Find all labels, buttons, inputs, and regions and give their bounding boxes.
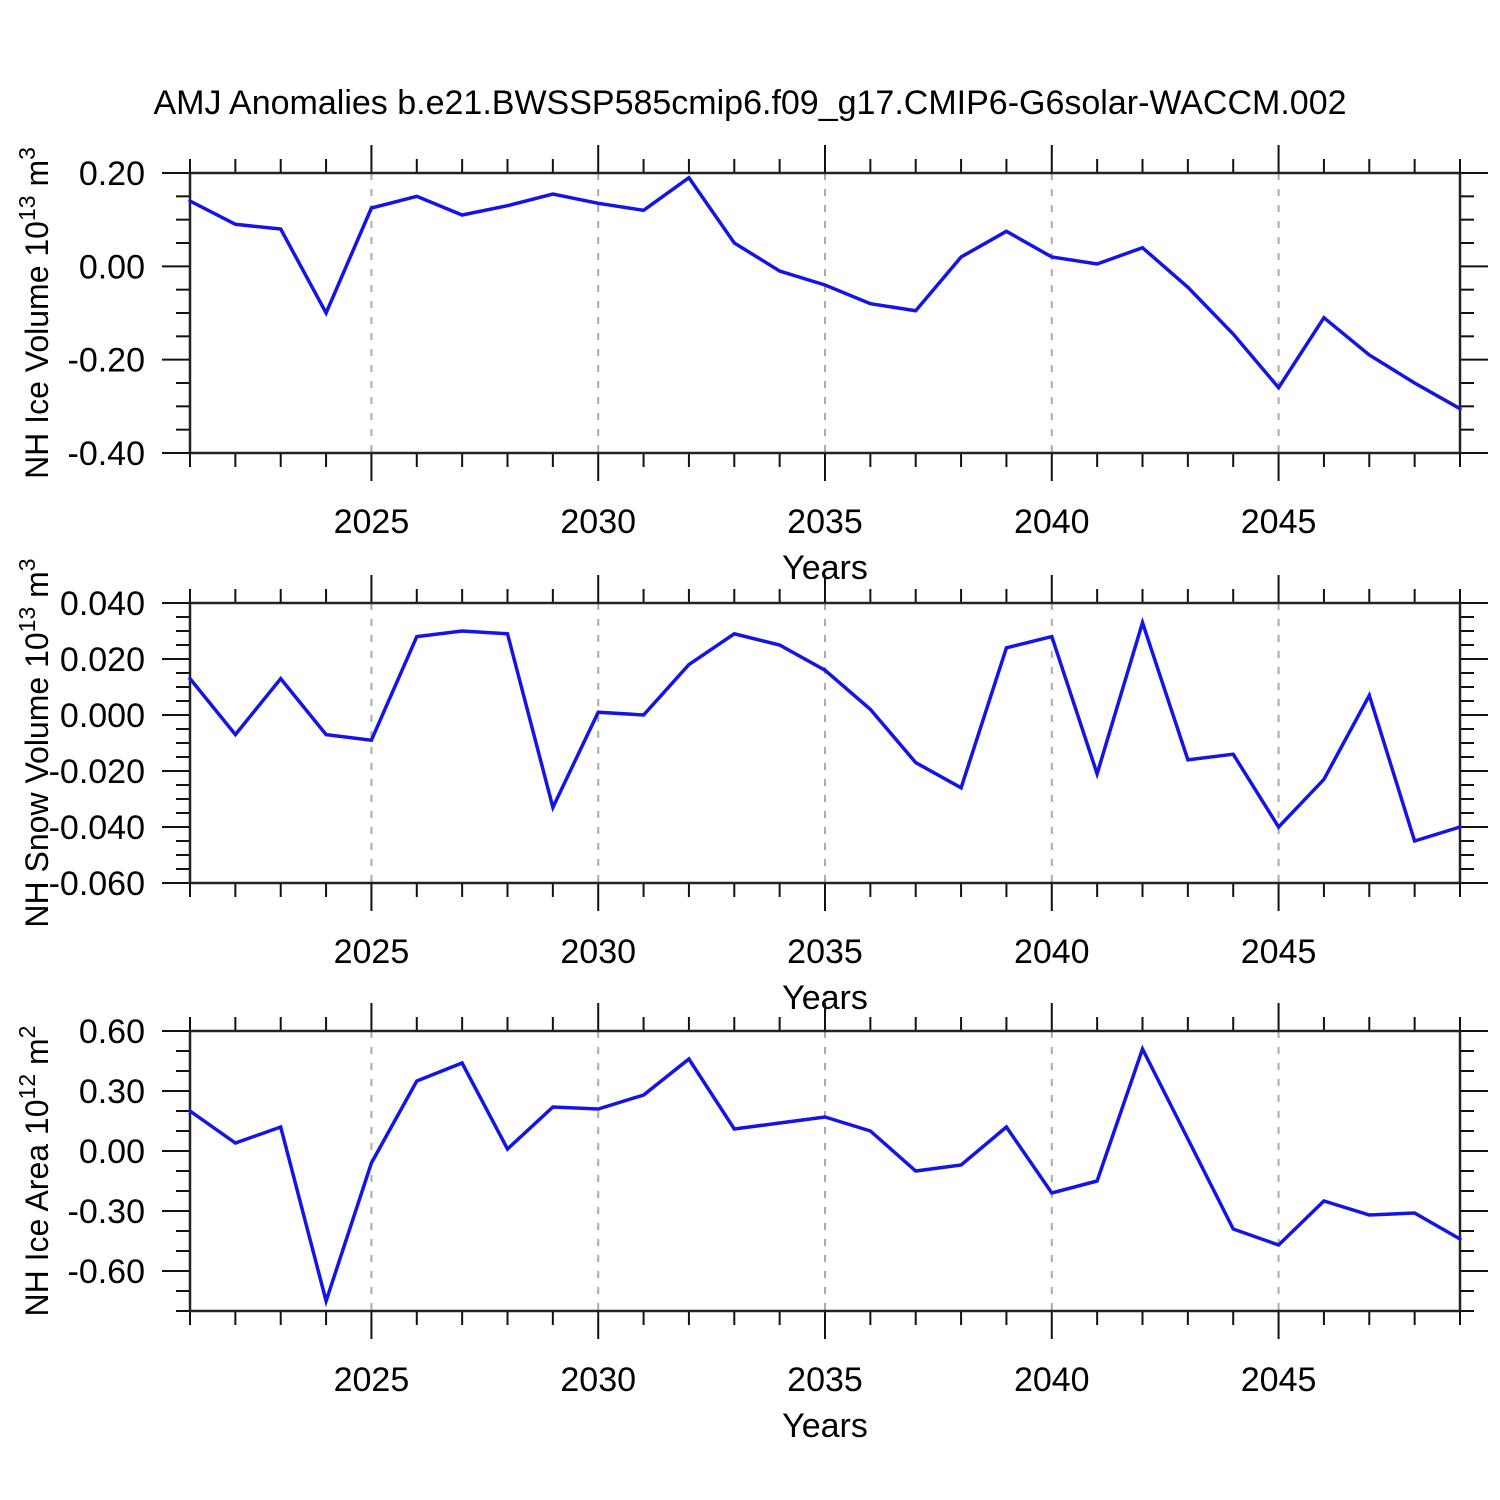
plot-frame: [188, 601, 1462, 885]
x-tick-label: 2035: [787, 1361, 863, 1399]
x-tick-label: 2040: [1014, 1361, 1090, 1399]
y-tick-label: 0.20: [79, 155, 145, 193]
x-tick-label: 2040: [1014, 503, 1090, 541]
x-tick-label: 2025: [334, 503, 410, 541]
x-tick-label: 2035: [787, 933, 863, 971]
x-tick-label: 2030: [560, 503, 636, 541]
y-tick-label: 0.60: [79, 1013, 145, 1051]
data-line-nh-ice-area: [188, 1044, 1462, 1308]
y-axis-title: NH Ice Volume 1013 m3: [14, 147, 55, 479]
y-tick-label: -0.40: [68, 435, 146, 473]
y-axis-title: NH Snow Volume 1013 m3: [14, 558, 55, 927]
y-tick-label: -0.30: [68, 1193, 146, 1231]
y-tick-label: 0.040: [60, 585, 145, 623]
plot-frame: [188, 1029, 1462, 1313]
data-line-nh-ice-volume: [188, 175, 1462, 411]
y-tick-label: 0.000: [60, 697, 145, 735]
x-tick-label: 2040: [1014, 933, 1090, 971]
x-tick-label: 2035: [787, 503, 863, 541]
x-tick-label: 2045: [1241, 503, 1317, 541]
figure-title: AMJ Anomalies b.e21.BWSSP585cmip6.f09_g1…: [153, 84, 1347, 122]
y-axis-title: NH Ice Area 1012 m2: [14, 1026, 55, 1317]
data-line-nh-snow-volume: [188, 616, 1462, 844]
x-tick-label: 2025: [334, 933, 410, 971]
y-tick-label: -0.20: [68, 342, 146, 380]
panel-nh-ice-area: 0.60 0.30 0.00 -0.30 -0.60 2025 2030 2035 2040 20…: [14, 1003, 1488, 1445]
plot-frame: [188, 171, 1462, 455]
x-tick-label: 2045: [1241, 1361, 1317, 1399]
panel-nh-snow-volume: 0.040 0.020 0.000 -0.020 -0.040 -0.060 2025 203…: [14, 558, 1488, 1017]
x-tick-label: 2030: [560, 1361, 636, 1399]
x-tick-label: 2025: [334, 1361, 410, 1399]
x-tick-label: 2030: [560, 933, 636, 971]
y-tick-label: -0.60: [68, 1253, 146, 1291]
y-tick-label: -0.020: [49, 753, 145, 791]
y-tick-label: 0.00: [79, 248, 145, 286]
y-tick-label: 0.30: [79, 1073, 145, 1111]
y-tick-label: 0.00: [79, 1133, 145, 1171]
x-tick-label: 2045: [1241, 933, 1317, 971]
y-tick-label: -0.060: [49, 865, 145, 903]
y-tick-label: 0.020: [60, 641, 145, 679]
y-tick-label: -0.040: [49, 809, 145, 847]
x-axis-title: Years: [782, 1407, 868, 1445]
